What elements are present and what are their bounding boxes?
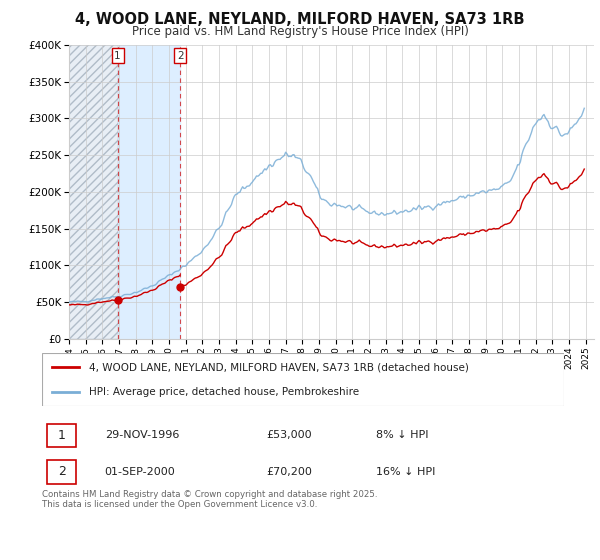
Text: 2: 2	[177, 50, 184, 60]
FancyBboxPatch shape	[42, 353, 564, 406]
FancyBboxPatch shape	[47, 423, 76, 447]
Text: £70,200: £70,200	[266, 467, 313, 477]
FancyBboxPatch shape	[47, 460, 76, 484]
Text: Price paid vs. HM Land Registry's House Price Index (HPI): Price paid vs. HM Land Registry's House …	[131, 25, 469, 38]
Text: 4, WOOD LANE, NEYLAND, MILFORD HAVEN, SA73 1RB: 4, WOOD LANE, NEYLAND, MILFORD HAVEN, SA…	[75, 12, 525, 27]
Text: HPI: Average price, detached house, Pembrokeshire: HPI: Average price, detached house, Pemb…	[89, 386, 359, 396]
Text: £53,000: £53,000	[266, 431, 312, 440]
Text: 16% ↓ HPI: 16% ↓ HPI	[376, 467, 436, 477]
Text: 8% ↓ HPI: 8% ↓ HPI	[376, 431, 428, 440]
Text: 01-SEP-2000: 01-SEP-2000	[104, 467, 175, 477]
Text: 1: 1	[58, 429, 65, 442]
Text: 4, WOOD LANE, NEYLAND, MILFORD HAVEN, SA73 1RB (detached house): 4, WOOD LANE, NEYLAND, MILFORD HAVEN, SA…	[89, 362, 469, 372]
Text: 2: 2	[58, 465, 65, 478]
Text: 29-NOV-1996: 29-NOV-1996	[104, 431, 179, 440]
Text: Contains HM Land Registry data © Crown copyright and database right 2025.
This d: Contains HM Land Registry data © Crown c…	[42, 490, 377, 510]
Text: 1: 1	[115, 50, 121, 60]
Bar	[118, 45, 180, 339]
